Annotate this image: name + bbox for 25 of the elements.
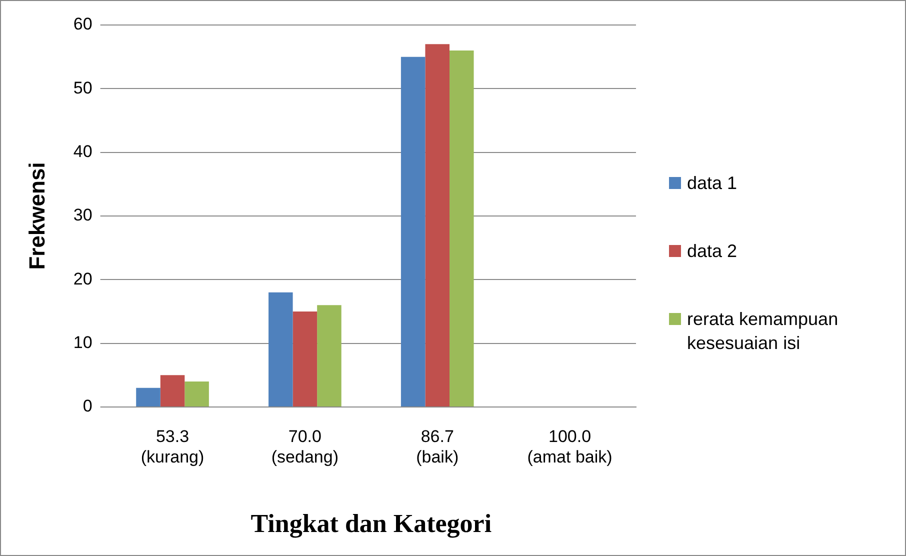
y-tick-label: 30 bbox=[73, 206, 92, 225]
x-tick-label: 70.0 (sedang) bbox=[271, 426, 338, 466]
x-tick-label: 86.7 (baik) bbox=[416, 426, 459, 466]
y-axis-title: Frekwensi bbox=[24, 162, 50, 270]
bar bbox=[292, 312, 318, 406]
bar bbox=[184, 382, 209, 406]
x-tick-label: 100.0 (amat baik) bbox=[527, 426, 612, 466]
y-tick-label: 0 bbox=[82, 396, 92, 416]
legend-label: rerata kemampuan kesesuaian isi bbox=[687, 308, 840, 355]
legend-label: data 2 bbox=[687, 240, 738, 263]
bar bbox=[268, 292, 293, 406]
y-tick-label: 40 bbox=[73, 142, 92, 162]
y-tick-label: 10 bbox=[73, 333, 92, 352]
y-tick-label: 60 bbox=[73, 14, 92, 34]
bar bbox=[425, 44, 450, 406]
bar bbox=[400, 56, 426, 406]
bar bbox=[160, 375, 185, 406]
legend-label: data 1 bbox=[687, 172, 738, 195]
bar bbox=[450, 50, 474, 406]
x-tick-label: 53.3 (kurang) bbox=[140, 426, 204, 466]
y-tick-label: 50 bbox=[73, 78, 92, 98]
bar bbox=[317, 305, 342, 406]
y-tick-label: 20 bbox=[73, 269, 92, 288]
bar bbox=[136, 388, 160, 406]
x-axis-title: Tingkat dan Kategori bbox=[250, 509, 492, 538]
